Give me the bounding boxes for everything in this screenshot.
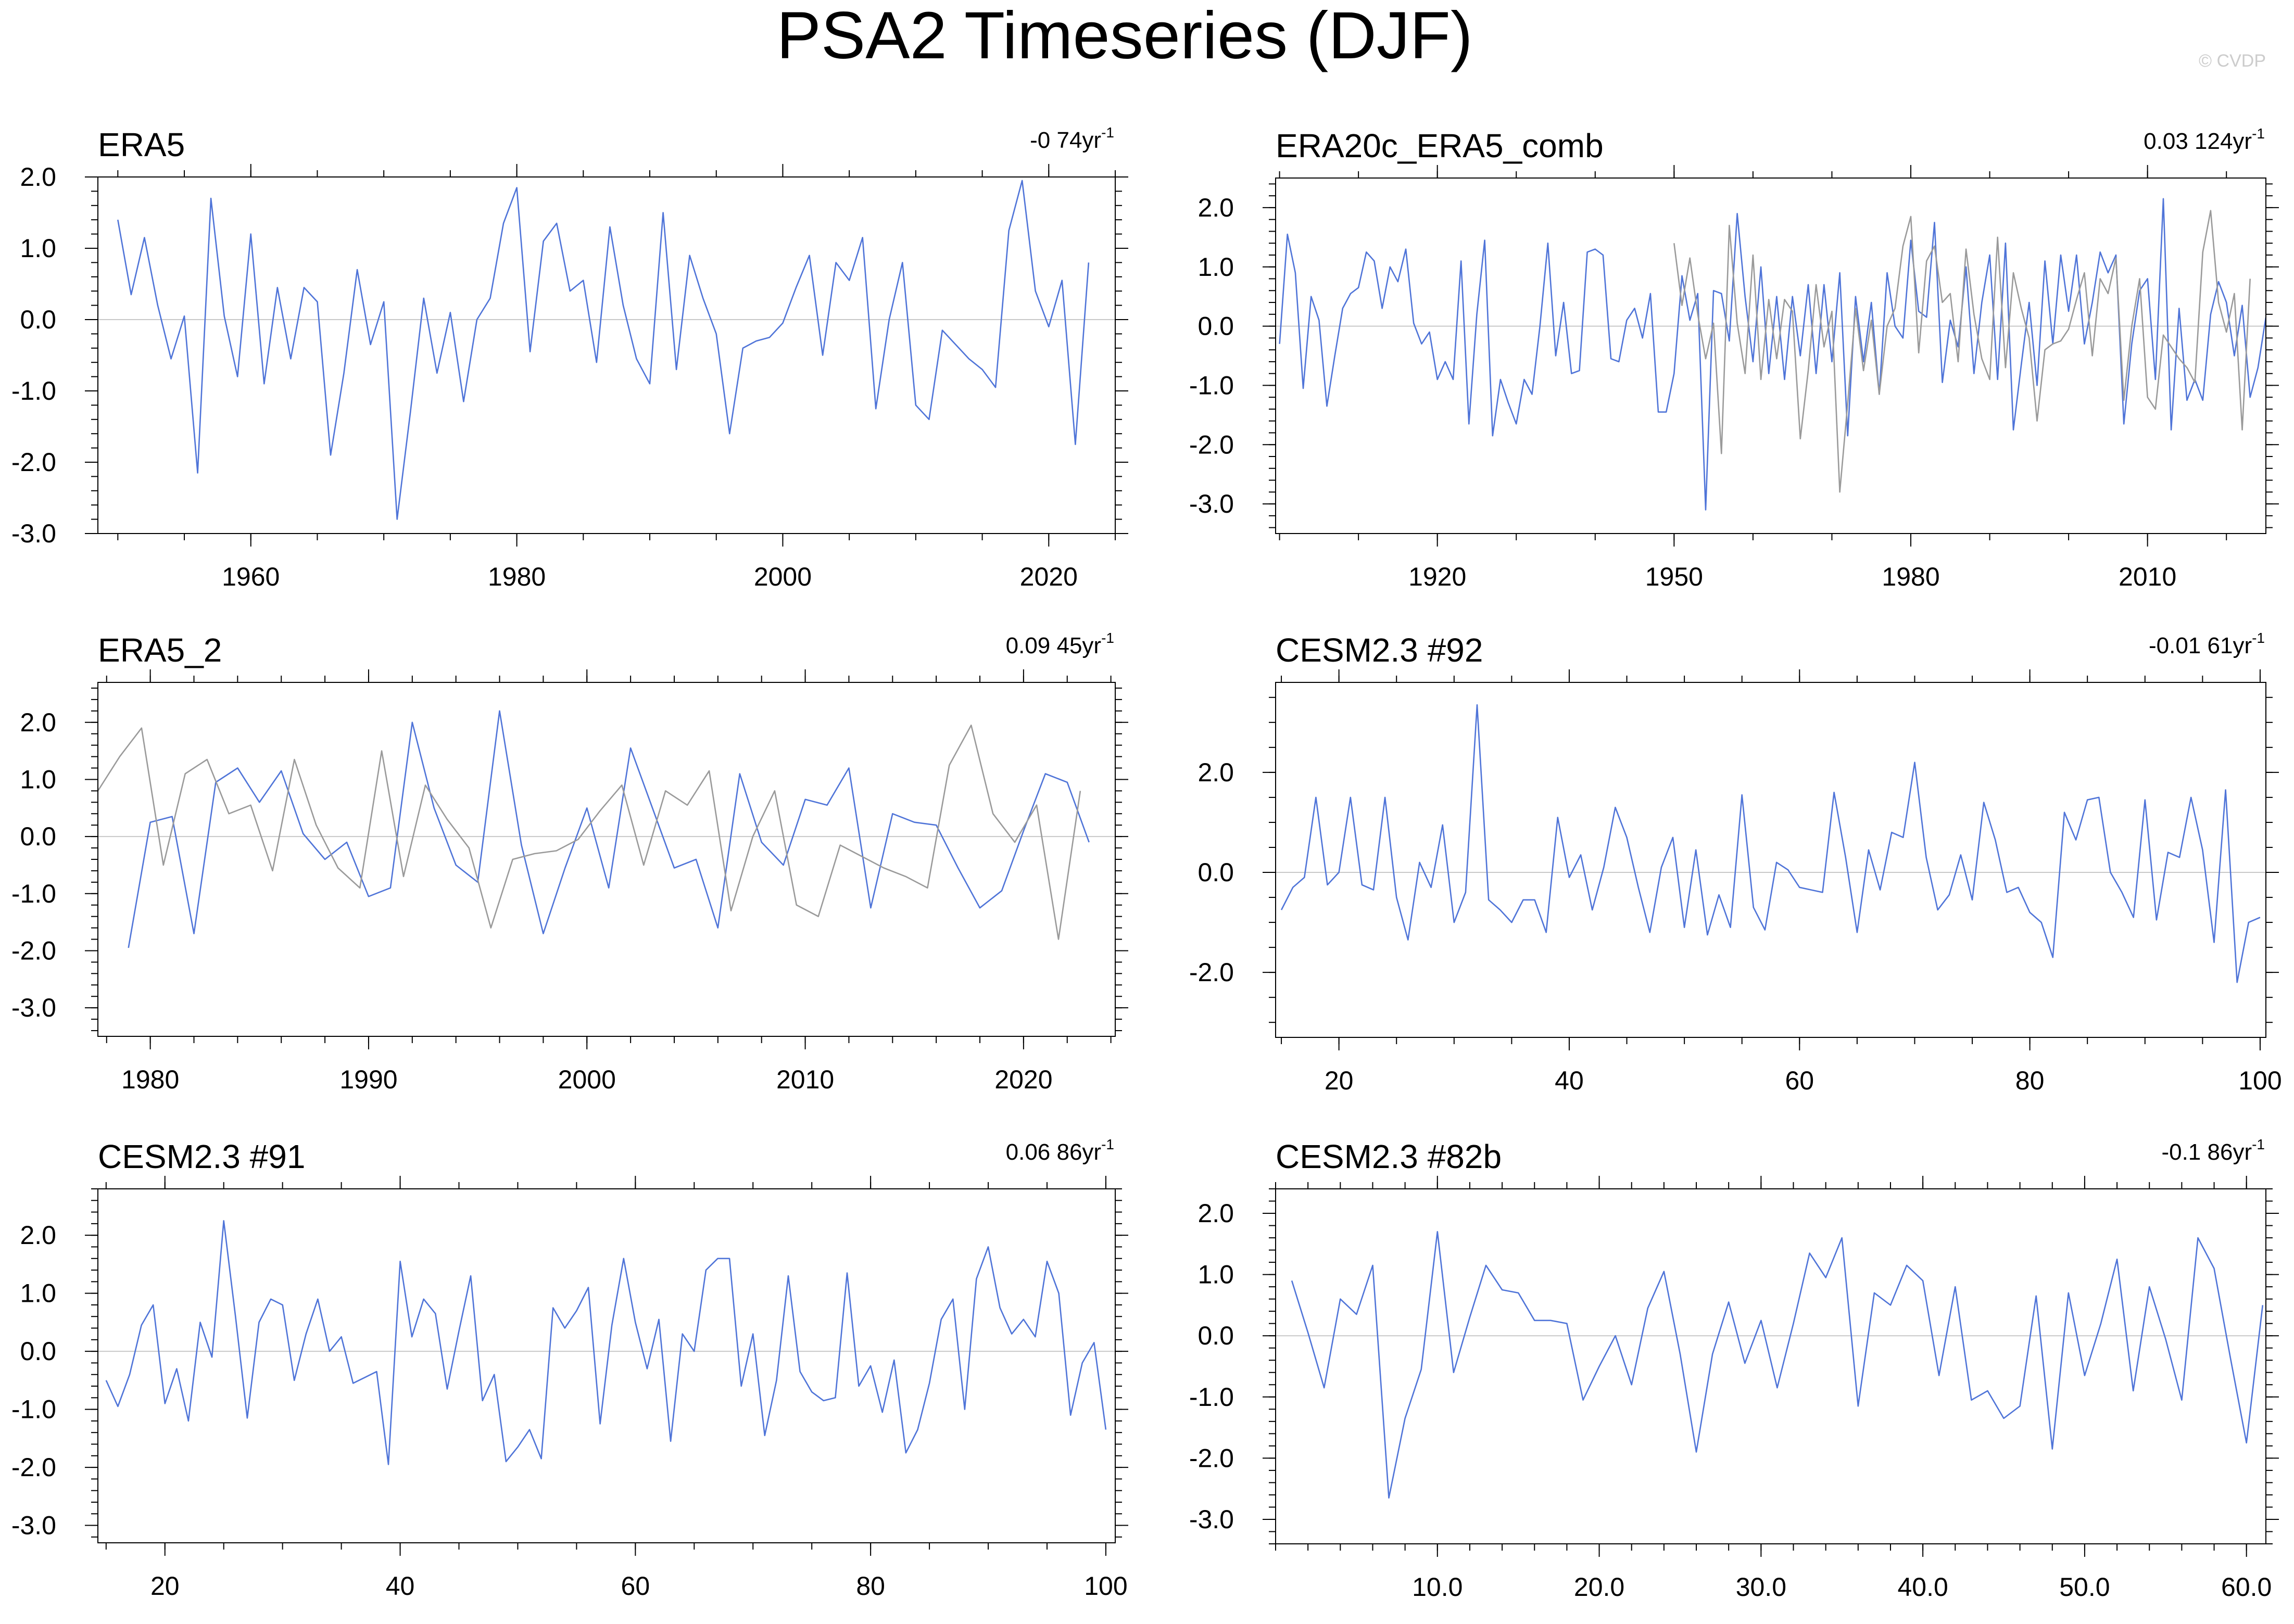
y-tick-label: 0.0 [1198, 1321, 1234, 1350]
y-tick-label: 0.0 [20, 1337, 56, 1366]
x-tick-label: 60 [621, 1571, 650, 1601]
x-tick-label: 100 [2238, 1066, 2282, 1095]
y-tick-label: -3.0 [1189, 1505, 1234, 1534]
trend-label: -0.01 61yr-1 [2149, 630, 2265, 658]
y-tick-label: 0.0 [20, 822, 56, 851]
y-tick-label: -2.0 [1189, 1443, 1234, 1473]
series-line-primary [1279, 198, 2266, 511]
panel-title: CESM2.3 #82b [1276, 1138, 1502, 1175]
x-tick-label: 1980 [488, 562, 546, 591]
panel-cesm-92: CESM2.3 #92 -0.01 61yr-1 20 40 60 80 100 2.0 0.0… [1189, 630, 2282, 1095]
x-tick-label: 2020 [1020, 562, 1078, 591]
x-tick-label: 20.0 [1574, 1572, 1624, 1602]
y-tick-label: -2.0 [1189, 958, 1234, 987]
panel-era5: ERA5 -0 74yr-1 1960 1980 2000 2020 2.0 1.0 0.0 -1… [11, 124, 1128, 591]
trend-label: -0 74yr-1 [1030, 124, 1114, 153]
panel-era20c-era5-comb: ERA20c_ERA5_comb 0.03 124yr-1 1920 1950 1980… [1189, 125, 2279, 591]
x-tick-label: 1980 [1882, 562, 1939, 591]
series-line-secondary [1673, 210, 2251, 493]
series-line-primary [1291, 1231, 2264, 1499]
x-tick-label: 60 [1785, 1066, 1814, 1095]
y-tick-label: 1.0 [20, 765, 56, 794]
y-tick-label: -2.0 [11, 1453, 56, 1482]
y-tick-label: 2.0 [20, 162, 56, 192]
y-tick-label: -3.0 [11, 993, 56, 1022]
y-tick-label: 1.0 [20, 1279, 56, 1308]
y-tick-label: 2.0 [1198, 193, 1234, 222]
y-tick-label: -2.0 [11, 936, 56, 965]
panel-title: ERA5_2 [98, 631, 222, 669]
x-tick-label: 40.0 [1897, 1572, 1948, 1602]
y-tick-label: 2.0 [1198, 758, 1234, 787]
series-line-primary [1280, 704, 2261, 983]
y-tick-label: 0.0 [1198, 312, 1234, 341]
x-tick-label: 1920 [1408, 562, 1466, 591]
x-tick-label: 2010 [2119, 562, 2176, 591]
x-tick-label: 60.0 [2221, 1572, 2272, 1602]
y-tick-label: -2.0 [11, 448, 56, 477]
x-tick-label: 40 [386, 1571, 415, 1601]
trend-label: 0.03 124yr-1 [2144, 125, 2265, 154]
trend-label: 0.09 45yr-1 [1006, 630, 1114, 658]
series-line-primary [128, 710, 1090, 948]
panel-era5-2: ERA5_2 0.09 45yr-1 1980 1990 2000 2010 2020 2.0… [11, 630, 1128, 1094]
y-tick-label: -1.0 [11, 879, 56, 908]
plot-frame [97, 176, 1116, 534]
y-tick-label: 2.0 [1198, 1199, 1234, 1228]
panel-title: ERA5 [98, 126, 185, 163]
panel-cesm-91: CESM2.3 #91 0.06 86yr-1 20 40 60 80 100 2.0 1.0 0… [11, 1136, 1128, 1601]
panel-title: CESM2.3 #91 [98, 1138, 305, 1175]
y-tick-label: 2.0 [20, 708, 56, 737]
x-tick-label: 20 [150, 1571, 180, 1601]
x-tick-label: 2020 [994, 1065, 1052, 1094]
x-tick-label: 50.0 [2059, 1572, 2110, 1602]
y-tick-label: 0.0 [20, 305, 56, 334]
trend-label: 0.06 86yr-1 [1006, 1136, 1114, 1165]
series-line-primary [117, 180, 1090, 520]
y-tick-label: -3.0 [11, 519, 56, 548]
plot-frame [97, 682, 1116, 1037]
x-tick-label: 80 [2015, 1066, 2045, 1095]
x-tick-label: 100 [1084, 1571, 1127, 1601]
x-tick-label: 1980 [121, 1065, 179, 1094]
y-tick-label: 2.0 [20, 1221, 56, 1250]
x-tick-label: 10.0 [1412, 1572, 1463, 1602]
y-tick-label: 0.0 [1198, 858, 1234, 887]
y-tick-label: 1.0 [20, 234, 56, 263]
series-line-secondary [98, 725, 1081, 940]
x-tick-label: 30.0 [1736, 1572, 1786, 1602]
x-tick-label: 1990 [339, 1065, 397, 1094]
y-tick-label: -3.0 [11, 1511, 56, 1540]
x-tick-label: 2010 [776, 1065, 834, 1094]
figure-title: PSA2 Timeseries (DJF) [776, 0, 1472, 73]
y-tick-label: -1.0 [11, 1395, 56, 1424]
series-line-primary [105, 1220, 1107, 1465]
x-tick-label: 80 [856, 1571, 885, 1601]
y-tick-label: -2.0 [1189, 430, 1234, 459]
y-tick-label: -1.0 [11, 376, 56, 405]
x-tick-label: 40 [1555, 1066, 1584, 1095]
x-tick-label: 1960 [222, 562, 280, 591]
x-tick-label: 2000 [558, 1065, 616, 1094]
y-tick-label: -3.0 [1189, 489, 1234, 518]
y-tick-label: 1.0 [1198, 252, 1234, 282]
panel-title: CESM2.3 #92 [1276, 631, 1483, 669]
plot-frame [1275, 682, 2266, 1038]
panel-title: ERA20c_ERA5_comb [1276, 127, 1604, 164]
x-tick-label: 2000 [754, 562, 812, 591]
y-tick-label: -1.0 [1189, 1382, 1234, 1412]
watermark-text: © CVDP [2199, 51, 2266, 71]
y-tick-label: -1.0 [1189, 371, 1234, 400]
plot-frame [97, 1188, 1116, 1543]
x-tick-label: 20 [1325, 1066, 1354, 1095]
y-tick-label: 1.0 [1198, 1260, 1234, 1289]
trend-label: -0.1 86yr-1 [2161, 1136, 2265, 1165]
panel-cesm-82b: CESM2.3 #82b -0.1 86yr-1 10.0 20.0 30.0 40.0 5… [1189, 1136, 2279, 1602]
plot-frame [1275, 1188, 2266, 1544]
x-tick-label: 1950 [1645, 562, 1703, 591]
plot-frame [1275, 177, 2266, 534]
